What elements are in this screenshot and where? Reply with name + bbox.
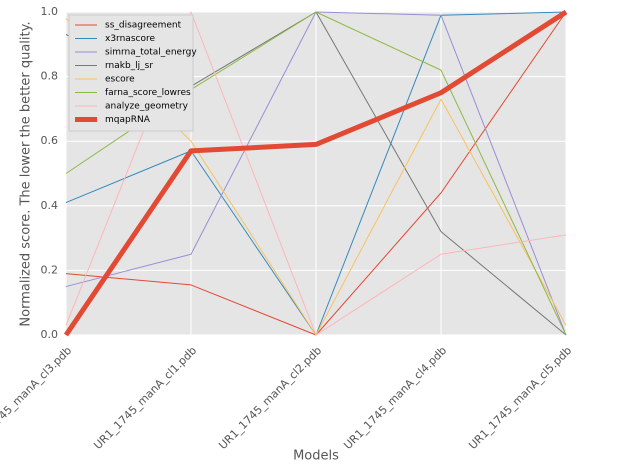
x-tick-label: UR1_1745_manA_cl3.pdb (0, 344, 74, 452)
y-tick-label: 0.2 (41, 263, 59, 276)
y-tick-label: 0.0 (41, 328, 59, 341)
x-tick-label: UR1_1745_manA_cl1.pdb (91, 344, 199, 452)
x-axis-label: Models (293, 449, 339, 464)
legend: ss_disagreement x3rnascore simrna_total_en… (68, 14, 197, 132)
y-tick-label: 1.0 (41, 5, 59, 18)
legend-label: escore (105, 75, 135, 85)
legend-label: simrna_total_energy (105, 48, 197, 58)
legend-label: mqapRNA (105, 115, 151, 125)
legend-label: rnakb_lj_sr (105, 61, 153, 71)
series-line (63, 9, 568, 337)
y-axis-label: Normalized score. The lower the better q… (19, 21, 34, 326)
y-tick-label: 0.4 (41, 199, 59, 212)
x-tick-label: UR1_1745_manA_cl2.pdb (216, 344, 324, 452)
x-tick-label: UR1_1745_manA_cl5.pdb (466, 344, 574, 452)
x-tick-label: UR1_1745_manA_cl4.pdb (341, 344, 449, 452)
y-tick-label: 0.6 (41, 134, 59, 147)
y-tick-label: 0.8 (41, 70, 59, 83)
legend-label: x3rnascore (105, 34, 155, 44)
legend-box (68, 14, 194, 132)
legend-label: analyze_geometry (105, 102, 189, 112)
legend-label: farna_score_lowres (105, 88, 191, 98)
legend-label: ss_disagreement (105, 21, 182, 31)
